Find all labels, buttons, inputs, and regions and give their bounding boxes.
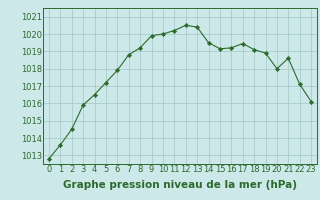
X-axis label: Graphe pression niveau de la mer (hPa): Graphe pression niveau de la mer (hPa): [63, 180, 297, 190]
